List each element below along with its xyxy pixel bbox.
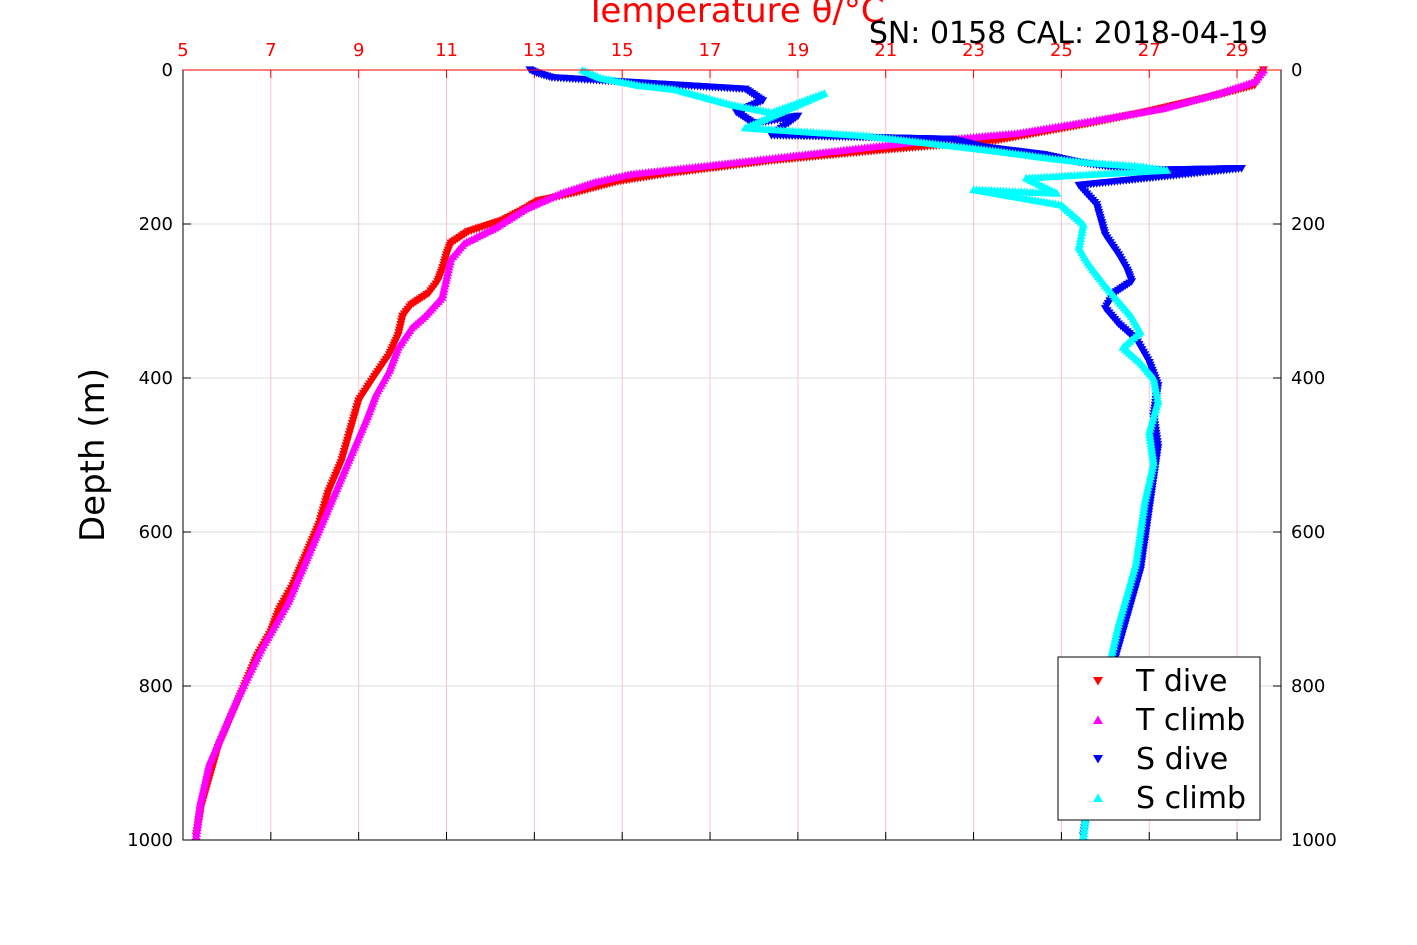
x-tick-label: 9	[353, 40, 364, 61]
x-tick-label: 5	[177, 40, 188, 61]
y-tick-label-left: 800	[139, 676, 173, 697]
x-tick-label: 7	[265, 40, 276, 61]
chart-svg: 5 7 9 11 13 15 17 19 21 23 25 27 290 0200 200400 400600…	[0, 0, 1417, 945]
legend: T dive T climb S dive S climb	[1058, 657, 1260, 820]
y-tick-label-right: 400	[1291, 368, 1325, 389]
y-tick-label-right: 200	[1291, 214, 1325, 235]
x-tick-label: 15	[611, 40, 634, 61]
corner-label: SN: 0158 CAL: 2018-04-19	[869, 16, 1268, 51]
y-tick-label-left: 1000	[127, 830, 173, 851]
y-axis-title: Depth (m)	[73, 368, 113, 542]
y-tick-label-right: 1000	[1291, 830, 1337, 851]
y-tick-label-left: 400	[139, 368, 173, 389]
y-tick-label-left: 600	[139, 522, 173, 543]
chart-title: Temperature θ/°C	[584, 0, 884, 31]
x-tick-label: 11	[435, 40, 458, 61]
legend-label: S climb	[1136, 781, 1246, 816]
legend-label: T climb	[1135, 703, 1245, 738]
x-tick-label: 19	[786, 40, 809, 61]
y-tick-label-right: 800	[1291, 676, 1325, 697]
y-tick-label-right: 0	[1291, 60, 1302, 81]
legend-label: S dive	[1136, 742, 1228, 777]
x-tick-label: 13	[523, 40, 546, 61]
y-tick-label-left: 0	[162, 60, 173, 81]
y-tick-label-left: 200	[139, 214, 173, 235]
legend-label: T dive	[1135, 664, 1227, 699]
x-tick-label: 17	[699, 40, 722, 61]
y-tick-label-right: 600	[1291, 522, 1325, 543]
